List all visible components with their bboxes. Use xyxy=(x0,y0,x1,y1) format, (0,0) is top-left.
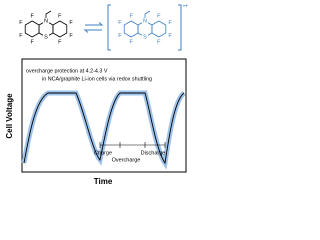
note-line: overcharge protection at 4.2-4.3 V xyxy=(26,68,108,74)
brackets xyxy=(107,4,182,51)
atom-bg xyxy=(43,18,49,24)
plot-frame xyxy=(21,58,187,173)
phase-markers xyxy=(99,142,166,148)
phase-label: Charge xyxy=(94,150,112,156)
voltage-curve xyxy=(23,92,185,165)
atom-label: F xyxy=(69,33,73,39)
toc-graphic: F F F F F F F F N S F F F F F F F F N S •+ Cell Voltage Time… xyxy=(5,3,188,186)
atom-label: F xyxy=(30,39,34,45)
atom-label: F xyxy=(58,13,62,19)
atom-bg xyxy=(142,18,148,24)
atom-bg xyxy=(142,34,148,40)
atom-label: N xyxy=(44,18,48,24)
equilibrium-arrow xyxy=(83,22,104,33)
y-axis-label: Cell Voltage xyxy=(5,93,14,139)
phase-label: Overcharge xyxy=(112,157,141,163)
atom-label: F xyxy=(118,33,122,39)
atom-label: F xyxy=(157,13,161,19)
atom-label: N xyxy=(143,18,147,24)
atom-label: F xyxy=(30,13,34,19)
phase-label: Discharge xyxy=(141,150,166,156)
atom-label: F xyxy=(69,20,73,26)
molecules: F F F F F F F F N S F F F F F F F F N S •+ xyxy=(19,3,188,45)
atom-bg xyxy=(43,34,49,40)
atom-label: F xyxy=(19,20,23,26)
atom-label: S xyxy=(143,34,147,40)
atom-label: F xyxy=(168,20,172,26)
x-axis-label: Time xyxy=(94,177,113,186)
ring xyxy=(24,20,40,38)
ethyl xyxy=(45,10,52,19)
atom-label: F xyxy=(129,39,133,45)
atom-label: F xyxy=(157,39,161,45)
ring xyxy=(151,20,167,38)
atom-label: F xyxy=(118,20,122,26)
atom-label: F xyxy=(168,33,172,39)
ring xyxy=(123,20,139,38)
atom-label: S xyxy=(44,34,48,40)
atom-label: F xyxy=(58,39,62,45)
ethyl xyxy=(144,10,151,19)
note-line: in NCA/graphite Li-ion cells via redox s… xyxy=(42,76,152,82)
ring xyxy=(52,20,68,38)
atom-label: F xyxy=(129,13,133,19)
atom-label: F xyxy=(19,33,23,39)
charge-label: •+ xyxy=(183,3,188,9)
